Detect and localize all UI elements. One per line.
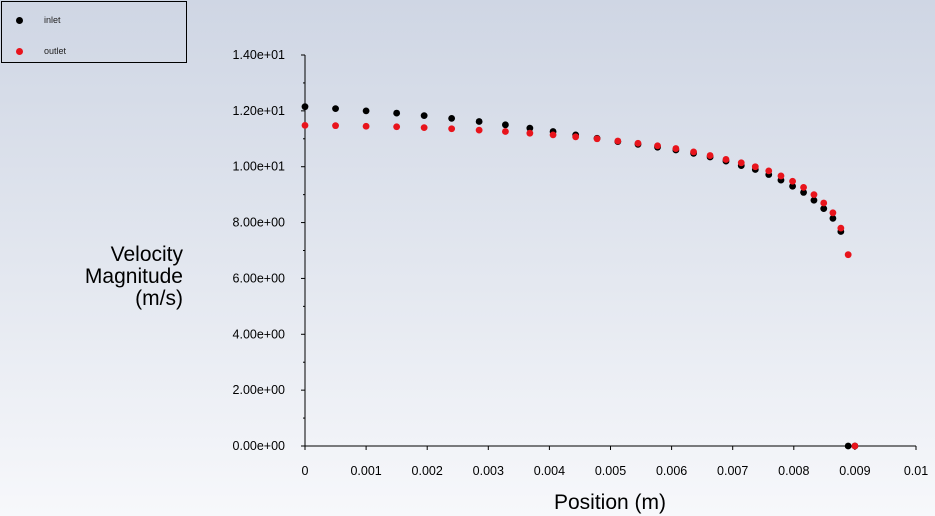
data-point-inlet bbox=[362, 107, 370, 115]
x-tick-label: 0 bbox=[302, 464, 309, 478]
data-point-inlet bbox=[420, 112, 428, 120]
data-point-inlet bbox=[800, 189, 807, 196]
data-points bbox=[301, 103, 859, 450]
data-point-outlet bbox=[549, 131, 557, 139]
data-point-outlet bbox=[614, 137, 622, 145]
x-tick-label: 0.006 bbox=[656, 464, 687, 478]
legend-marker-outlet bbox=[16, 47, 23, 55]
data-point-outlet bbox=[789, 177, 796, 185]
x-tick-label: 0.007 bbox=[717, 464, 748, 478]
data-point-inlet bbox=[844, 442, 852, 450]
x-tick-label: 0.009 bbox=[839, 464, 870, 478]
data-point-inlet bbox=[526, 124, 534, 132]
y-tick-label: 4.00e+00 bbox=[233, 327, 286, 341]
x-tick-label: 0.008 bbox=[778, 464, 809, 478]
data-point-inlet bbox=[829, 214, 837, 222]
x-tick-label: 0.004 bbox=[534, 464, 565, 478]
data-point-outlet bbox=[777, 172, 785, 180]
data-point-outlet bbox=[593, 135, 601, 143]
y-tick-label: 1.00e+01 bbox=[233, 160, 286, 174]
data-point-inlet bbox=[820, 205, 828, 213]
data-point-inlet bbox=[810, 196, 818, 204]
data-point-inlet bbox=[332, 105, 339, 113]
data-point-outlet bbox=[448, 125, 456, 133]
y-tick-label: 1.40e+01 bbox=[233, 48, 286, 62]
data-point-outlet bbox=[572, 133, 580, 141]
data-point-outlet bbox=[526, 129, 534, 137]
data-point-outlet bbox=[393, 123, 401, 131]
y-tick-label: 8.00e+00 bbox=[233, 216, 286, 230]
legend-marker-inlet bbox=[16, 16, 23, 24]
data-point-outlet bbox=[420, 124, 428, 132]
data-point-outlet bbox=[654, 142, 661, 150]
data-point-outlet bbox=[475, 126, 483, 134]
x-axis-title: Position (m) bbox=[554, 491, 666, 514]
y-axis-title-line-2: Magnitude bbox=[85, 265, 183, 288]
x-tick-label: 0.005 bbox=[595, 464, 626, 478]
y-tick-label: 1.20e+01 bbox=[233, 104, 286, 118]
data-point-inlet bbox=[393, 109, 401, 117]
data-point-inlet bbox=[475, 118, 483, 125]
data-point-inlet bbox=[301, 103, 309, 111]
data-point-outlet bbox=[810, 191, 818, 199]
data-point-inlet bbox=[448, 114, 456, 122]
data-point-outlet bbox=[851, 442, 859, 450]
data-point-outlet bbox=[751, 163, 759, 171]
legend-item-outlet: outlet bbox=[16, 44, 66, 58]
y-tick-label: 0.00e+00 bbox=[233, 439, 286, 453]
data-point-inlet bbox=[789, 182, 796, 190]
x-tick-label: 0.001 bbox=[350, 464, 381, 478]
data-point-outlet bbox=[502, 128, 509, 135]
data-point-outlet bbox=[301, 121, 309, 129]
y-axis-title-line-1: Velocity bbox=[111, 243, 184, 266]
data-point-outlet bbox=[332, 122, 339, 130]
ticks: 0.00e+00 2.00e+00 4.00e+00 6.00e+00 8.00e+00… bbox=[233, 48, 929, 478]
y-tick-label: 6.00e+00 bbox=[233, 271, 286, 285]
data-point-outlet bbox=[634, 139, 642, 147]
data-point-outlet bbox=[765, 167, 773, 175]
data-point-outlet bbox=[820, 199, 828, 207]
x-tick-label: 0.002 bbox=[412, 464, 443, 478]
y-axis-title-line-3: (m/s) bbox=[135, 287, 183, 310]
data-point-outlet bbox=[800, 183, 807, 191]
data-point-outlet bbox=[837, 224, 845, 232]
y-tick-label: 2.00e+00 bbox=[233, 383, 286, 397]
data-point-outlet bbox=[672, 145, 680, 152]
data-point-outlet bbox=[362, 122, 370, 130]
data-point-outlet bbox=[844, 251, 852, 259]
data-point-inlet bbox=[502, 121, 509, 129]
data-point-outlet bbox=[690, 148, 697, 156]
x-tick-label: 0.003 bbox=[473, 464, 504, 478]
x-tick-label: 0.01 bbox=[904, 464, 928, 478]
data-point-outlet bbox=[829, 209, 837, 217]
legend-label-outlet: outlet bbox=[44, 46, 67, 56]
data-point-outlet bbox=[722, 156, 730, 163]
data-point-outlet bbox=[706, 152, 714, 159]
legend: inlet outlet bbox=[1, 1, 187, 63]
legend-item-inlet: inlet bbox=[16, 13, 61, 27]
legend-label-inlet: inlet bbox=[44, 15, 61, 25]
data-point-outlet bbox=[737, 159, 745, 167]
